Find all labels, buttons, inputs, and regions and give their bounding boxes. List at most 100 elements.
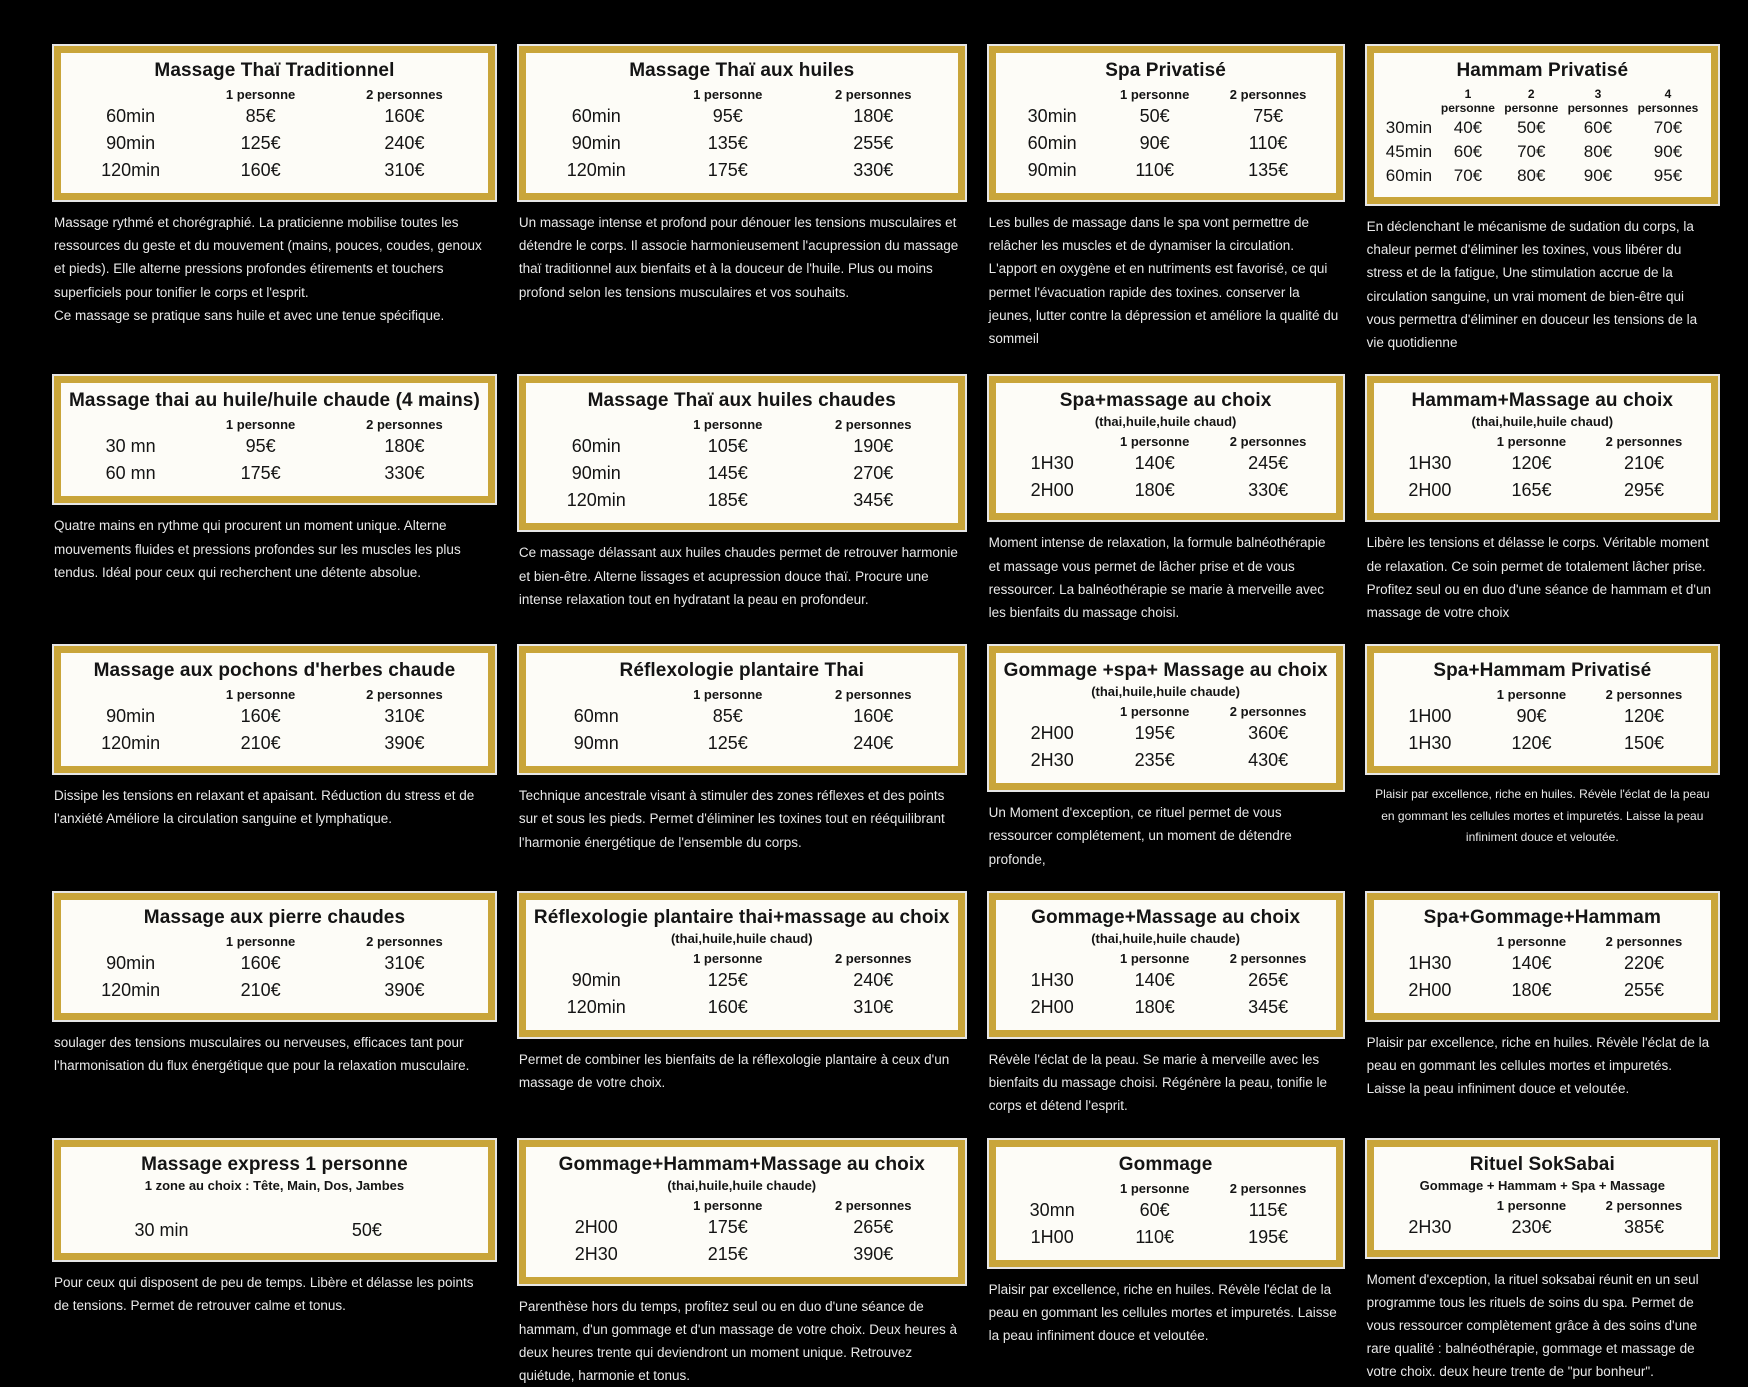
person-count-header: 1 personne (1101, 85, 1209, 103)
price-cell: 160€ (192, 950, 329, 977)
treatment-subtitle: (thai,huile,huile chaude) (1004, 684, 1328, 699)
person-count-header: 2 personnes (329, 415, 480, 433)
menu-item: Massage thai au huile/huile chaude (4 ma… (54, 376, 495, 624)
price-cell: 220€ (1585, 950, 1703, 977)
person-count-header: 1 personne (1101, 702, 1209, 720)
price-cell: 160€ (797, 703, 950, 730)
price-cell: 145€ (659, 460, 797, 487)
price-cell: 180€ (1101, 994, 1209, 1021)
treatment-description: Plaisir par excellence, riche en huiles.… (989, 1278, 1343, 1348)
menu-item: Massage express 1 personne 1 zone au cho… (54, 1140, 495, 1387)
duration-cell: 1H30 (1382, 730, 1478, 757)
person-count-header: 2 personnes (1209, 949, 1328, 967)
treatment-description: Technique ancestrale visant à stimuler d… (519, 784, 965, 854)
menu-item: Massage Thaï aux huiles chaudes 1 person… (519, 376, 965, 624)
duration-cell: 120min (69, 157, 192, 184)
price-cell: 390€ (797, 1241, 950, 1268)
duration-cell: 1H30 (1004, 967, 1101, 994)
treatment-title: Hammam Privatisé (1382, 60, 1703, 82)
treatment-description: Moment d'exception, la rituel soksabai r… (1367, 1268, 1718, 1384)
price-cell: 110€ (1209, 130, 1328, 157)
price-cell: 235€ (1101, 747, 1209, 774)
price-cell: 210€ (1585, 450, 1703, 477)
price-cell: 85€ (192, 103, 329, 130)
duration-column-spacer (534, 415, 659, 433)
price-cell: 310€ (329, 950, 480, 977)
treatment-title: Spa+Hammam Privatisé (1382, 660, 1703, 682)
duration-column-spacer (1004, 1179, 1101, 1197)
price-card: Hammam+Massage au choix (thai,huile,huil… (1367, 376, 1718, 520)
price-card: Massage Thaï aux huiles chaudes 1 person… (519, 376, 965, 530)
price-cell: 240€ (797, 730, 950, 757)
person-count-header: 2 personnes (1209, 432, 1328, 450)
price-cell: 60€ (1563, 116, 1633, 140)
duration-cell: 60min (1004, 130, 1101, 157)
price-cell: 330€ (1209, 477, 1328, 504)
duration-cell: 90min (69, 130, 192, 157)
duration-cell: 2H00 (1382, 477, 1478, 504)
price-cell: 140€ (1101, 450, 1209, 477)
price-cell: 110€ (1101, 157, 1209, 184)
menu-item: Gommage+Massage au choix (thai,huile,hui… (989, 893, 1343, 1118)
duration-column-spacer (69, 85, 192, 103)
treatment-title: Rituel SokSabai (1382, 1154, 1703, 1176)
price-cell: 310€ (329, 157, 480, 184)
price-cell: 330€ (329, 460, 480, 487)
person-count-header: 2 personnes (329, 685, 480, 703)
price-cell: 120€ (1585, 703, 1703, 730)
duration-cell: 60min (1382, 164, 1437, 188)
duration-column-spacer (534, 685, 659, 703)
price-cell: 180€ (329, 433, 480, 460)
price-cell: 160€ (329, 103, 480, 130)
price-cell: 180€ (797, 103, 950, 130)
price-cell: 165€ (1478, 477, 1585, 504)
menu-item: Hammam+Massage au choix (thai,huile,huil… (1367, 376, 1718, 624)
price-cell: 345€ (797, 487, 950, 514)
duration-column-spacer (1004, 949, 1101, 967)
price-card: Gommage+Hammam+Massage au choix (thai,hu… (519, 1140, 965, 1284)
duration-column-spacer (69, 685, 192, 703)
duration-cell: 90min (534, 130, 659, 157)
duration-cell: 120min (69, 730, 192, 757)
duration-cell: 30mn (1004, 1197, 1101, 1224)
person-count-header: 1 personne (1478, 932, 1585, 950)
person-count-header: 2 personnes (1585, 685, 1703, 703)
price-cell: 150€ (1585, 730, 1703, 757)
duration-cell: 2H00 (1004, 477, 1101, 504)
duration-column-spacer (1382, 432, 1478, 450)
person-count-header: 2 personnes (1585, 432, 1703, 450)
duration-cell: 60mn (534, 703, 659, 730)
price-cell: 295€ (1585, 477, 1703, 504)
